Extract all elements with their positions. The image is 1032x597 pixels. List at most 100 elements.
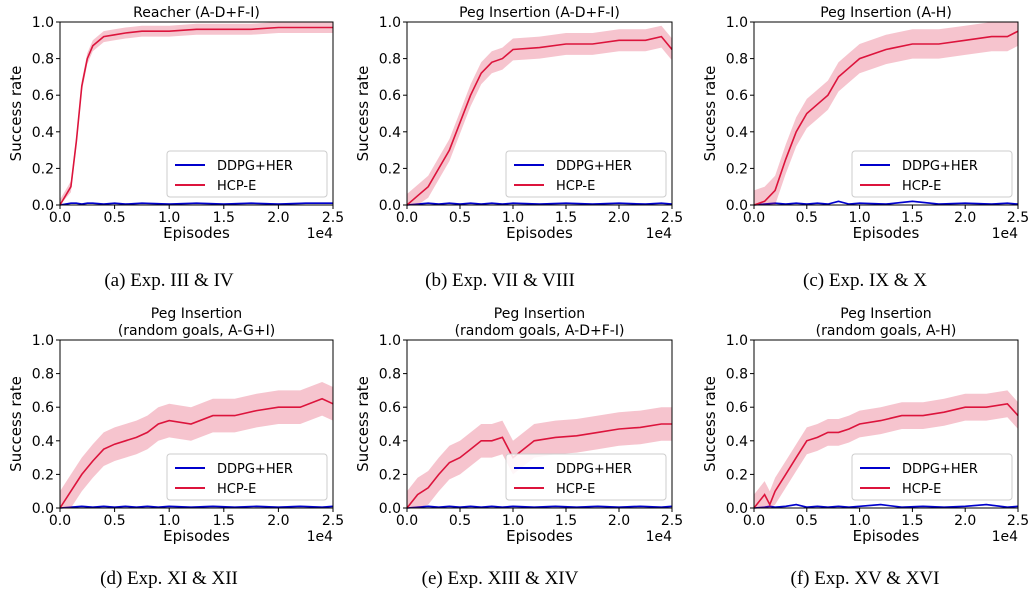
series-line-1 (753, 503, 1019, 509)
y-tick-label: 0.2 (32, 467, 54, 483)
x-tick-label: 2.5 (661, 210, 683, 226)
x-tick-label: 1.0 (848, 513, 870, 529)
legend-label-1: DDPG+HER (902, 462, 978, 477)
x-axis-label: Episodes (853, 527, 920, 545)
plot-frame (406, 339, 673, 509)
y-tick-label: 0.4 (32, 434, 54, 450)
y-tick-label: 0.0 (726, 198, 748, 214)
x-axis-label: Episodes (506, 224, 573, 242)
x-tick-label: 1.0 (158, 210, 180, 226)
y-tick-label: 0.0 (32, 501, 54, 517)
y-axis-label: Success rate (7, 66, 25, 162)
y-tick-label: 0.4 (726, 125, 748, 141)
series-line-2 (753, 402, 1019, 509)
chart-panel-1: Reacher (A-D+F-I) 0.0 0.5 1.0 1.5 2.0 2.5 0.0 0.… (7, 5, 344, 242)
x-tick-label: 0.0 (396, 513, 418, 529)
y-tick-label: 0.8 (379, 367, 401, 383)
legend-label-2: HCP-E (902, 179, 941, 194)
legend-label-1: DDPG+HER (556, 159, 632, 174)
series-band-2 (407, 407, 672, 508)
legend-label-1: DDPG+HER (217, 159, 293, 174)
x-tick-label: 1.0 (502, 210, 524, 226)
legend-box (505, 150, 667, 198)
chart-title-line: Peg Insertion (A-D+F-I) (459, 5, 620, 21)
x-tick-label: 2.5 (1007, 513, 1029, 529)
x-tick-label: 0.0 (49, 210, 71, 226)
legend-label-2: HCP-E (556, 179, 595, 194)
legend-box (505, 453, 667, 501)
x-axis-label: Episodes (853, 224, 920, 242)
y-tick-label: 0.6 (32, 88, 54, 104)
legend-box (851, 150, 1013, 198)
y-tick-label: 0.4 (32, 125, 54, 141)
chart-title: Reacher (A-D+F-I) (133, 5, 260, 21)
series-band-2 (60, 382, 333, 508)
series-line-2 (59, 26, 333, 206)
legend-label-2: HCP-E (556, 482, 595, 497)
y-tick-label: 0.0 (379, 501, 401, 517)
legend-label-2: HCP-E (902, 482, 941, 497)
figure-caption: (e) Exp. XIII & XIV (422, 568, 579, 589)
chart-panel-6: Peg Insertion (random goals, A-H) 0.0 0.5 1.… (701, 306, 1029, 545)
y-tick-label: 0.6 (726, 400, 748, 416)
x-tick-label: 0.5 (449, 513, 471, 529)
plot-frame (59, 339, 334, 509)
chart-title: Peg Insertion (A-D+F-I) (459, 5, 620, 21)
x-tick-label: 2.5 (322, 210, 344, 226)
y-tick-label: 1.0 (32, 15, 54, 31)
series-line-2 (406, 35, 673, 206)
y-tick-label: 0.4 (379, 434, 401, 450)
y-tick-label: 0.2 (379, 467, 401, 483)
series-line-1 (406, 505, 673, 509)
figure-caption: (b) Exp. VII & VIII (425, 270, 575, 291)
figure-caption: (f) Exp. XV & XVI (791, 568, 940, 589)
y-tick-label: 0.8 (379, 52, 401, 68)
y-tick-label: 0.4 (726, 434, 748, 450)
chart-title-line: (random goals, A-H) (816, 323, 957, 339)
x-tick-label: 1.5 (901, 513, 923, 529)
x-tick-label: 1.0 (848, 210, 870, 226)
chart-title: Peg Insertion (random goals, A-D+F-I) (455, 306, 625, 339)
series-line-1 (59, 202, 333, 206)
y-tick-label: 0.8 (726, 52, 748, 68)
x-tick-label: 1.0 (502, 513, 524, 529)
x-offset-label: 1e4 (646, 529, 673, 545)
y-tick-label: 0.0 (379, 198, 401, 214)
x-tick-label: 2.0 (608, 210, 630, 226)
chart-title-line: (random goals, A-D+F-I) (455, 323, 625, 339)
chart-title-line: Reacher (A-D+F-I) (133, 5, 260, 21)
x-offset-label: 1e4 (992, 529, 1019, 545)
figure-caption: (c) Exp. IX & X (803, 270, 927, 291)
y-axis-label: Success rate (7, 376, 25, 472)
x-tick-label: 2.0 (608, 513, 630, 529)
x-tick-label: 0.0 (396, 210, 418, 226)
legend-label-2: HCP-E (217, 482, 256, 497)
x-tick-label: 1.5 (213, 513, 235, 529)
x-offset-label: 1e4 (646, 226, 673, 242)
x-axis-label: Episodes (163, 224, 230, 242)
chart-title-line: Peg Insertion (151, 306, 242, 322)
y-tick-label: 1.0 (32, 333, 54, 349)
x-tick-label: 0.5 (103, 513, 125, 529)
legend-label-1: DDPG+HER (902, 159, 978, 174)
chart-panel-4: Peg Insertion (random goals, A-G+I) 0.0 0.5… (7, 306, 344, 545)
x-offset-label: 1e4 (992, 226, 1019, 242)
x-tick-label: 0.5 (796, 513, 818, 529)
x-tick-label: 1.0 (158, 513, 180, 529)
x-tick-label: 0.5 (449, 210, 471, 226)
legend-label-1: DDPG+HER (217, 462, 293, 477)
plot-frame (59, 21, 334, 206)
plot-frame (753, 21, 1019, 206)
legend-label-1: DDPG+HER (556, 462, 632, 477)
x-tick-label: 1.5 (901, 210, 923, 226)
y-tick-label: 0.8 (32, 367, 54, 383)
series-line-1 (59, 505, 334, 509)
x-axis-label: Episodes (163, 527, 230, 545)
y-tick-label: 0.8 (32, 52, 54, 68)
y-tick-label: 1.0 (726, 333, 748, 349)
chart-title-line: Peg Insertion (494, 306, 585, 322)
x-tick-label: 0.0 (49, 513, 71, 529)
y-axis-label: Success rate (354, 66, 372, 162)
x-tick-label: 2.5 (1007, 210, 1029, 226)
